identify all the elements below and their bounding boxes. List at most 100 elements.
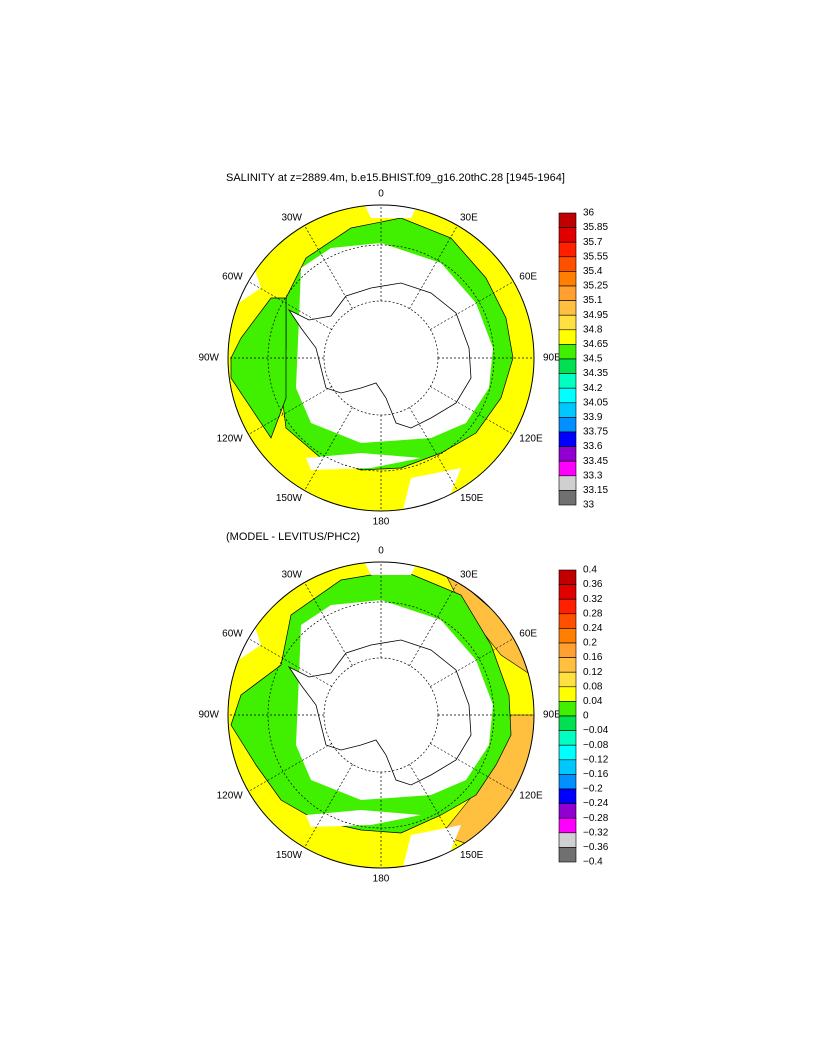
colorbar-box xyxy=(558,584,577,600)
colorbar-label: 0.04 xyxy=(583,696,603,707)
longitude-line xyxy=(430,638,514,687)
colorbar-label: −0.4 xyxy=(583,857,603,868)
map-title: (MODEL - LEVITUS/PHC2) xyxy=(226,531,360,543)
colorbar-label: 0.36 xyxy=(583,579,603,590)
colorbar-label: 34.5 xyxy=(583,354,603,365)
colorbar-box xyxy=(558,431,577,447)
continent xyxy=(287,282,472,429)
colorbar-box xyxy=(558,657,577,673)
colorbar-box xyxy=(558,598,577,615)
longitude-label: 60E xyxy=(519,272,537,283)
colorbar-label: 36 xyxy=(583,208,595,219)
colorbar-box xyxy=(558,256,577,272)
longitude-label: 60E xyxy=(519,629,537,640)
longitude-line xyxy=(430,743,514,792)
colorbar-label: −0.28 xyxy=(583,813,609,824)
colorbar-label: 34.95 xyxy=(583,310,608,321)
longitude-line xyxy=(430,281,514,330)
continent xyxy=(287,639,472,786)
colorbar-box xyxy=(558,329,577,345)
longitude-line xyxy=(248,281,332,330)
colorbar-label: 0.4 xyxy=(583,565,597,576)
colorbar-box xyxy=(558,373,577,389)
longitude-label: 150E xyxy=(460,850,484,861)
colorbar-box xyxy=(558,446,577,462)
longitude-line xyxy=(409,582,458,666)
colorbar-label: 34.2 xyxy=(583,383,603,394)
colorbar-box xyxy=(558,490,577,506)
colorbar-box xyxy=(558,285,577,301)
colorbar-box xyxy=(558,730,577,746)
colorbar-label: 35.85 xyxy=(583,222,608,233)
colorbar-box xyxy=(558,759,577,775)
colorbar-label: 35.25 xyxy=(583,281,608,292)
colorbar-box xyxy=(558,402,577,418)
colorbar-box xyxy=(558,212,577,228)
longitude-line xyxy=(430,386,514,435)
colorbar-label: 0.24 xyxy=(583,623,603,634)
longitude-label: 30E xyxy=(460,212,478,223)
colorbar-box xyxy=(558,744,577,761)
colorbar-box xyxy=(558,271,577,287)
longitude-label: 60W xyxy=(222,629,243,640)
longitude-label: 150W xyxy=(276,850,303,861)
colorbar-label: −0.12 xyxy=(583,754,609,765)
colorbar-box xyxy=(558,460,577,477)
colorbar-box xyxy=(558,774,577,790)
longitude-line xyxy=(248,638,332,687)
colorbar-label: 0 xyxy=(583,711,589,722)
colorbar-box xyxy=(558,671,577,688)
colorbar-label: 35.4 xyxy=(583,266,603,277)
colorbar-label: 35.1 xyxy=(583,295,603,306)
colorbar-label: 0.2 xyxy=(583,638,597,649)
colorbar-label: 33 xyxy=(583,500,595,511)
colorbar-label: 34.65 xyxy=(583,339,608,350)
colorbar-box xyxy=(558,613,577,629)
colorbar-label: −0.36 xyxy=(583,842,609,853)
no-data xyxy=(306,453,421,470)
colorbar-label: −0.2 xyxy=(583,784,603,795)
colorbar-label: −0.08 xyxy=(583,740,609,751)
longitude-label: 0 xyxy=(378,546,384,557)
colorbar-label: −0.32 xyxy=(583,827,609,838)
colorbar-label: 0.32 xyxy=(583,594,603,605)
colorbar-box xyxy=(558,314,577,331)
longitude-label: 120E xyxy=(519,434,543,445)
colorbar-box xyxy=(558,569,577,585)
colorbar-label: −0.16 xyxy=(583,769,609,780)
colorbar-label: 33.3 xyxy=(583,470,603,481)
longitude-line xyxy=(304,582,353,666)
colorbar-box xyxy=(558,387,577,404)
longitude-label: 150E xyxy=(460,493,484,504)
longitude-label: 90E xyxy=(543,710,561,721)
colorbar-box xyxy=(558,475,577,491)
map-border xyxy=(227,204,535,512)
longitude-line xyxy=(248,743,332,792)
colorbar-box xyxy=(558,832,577,848)
longitude-label: 120W xyxy=(217,791,244,802)
longitude-line xyxy=(304,764,353,848)
map-title: SALINITY at z=2889.4m, b.e15.BHIST.f09_g… xyxy=(226,172,565,184)
longitude-line xyxy=(304,225,353,309)
colorbar-label: 34.05 xyxy=(583,397,608,408)
longitude-label: 30E xyxy=(460,569,478,580)
colorbar-box xyxy=(558,300,577,316)
colorbar-label: 34.35 xyxy=(583,368,608,379)
colorbar-box xyxy=(558,227,577,243)
colorbar-box xyxy=(558,847,577,863)
no-data xyxy=(361,205,421,218)
colorbar-label: −0.24 xyxy=(583,798,609,809)
no-data xyxy=(361,562,421,575)
colorbar-label: 0.08 xyxy=(583,681,603,692)
colorbar-label: −0.04 xyxy=(583,725,609,736)
colorbar-box xyxy=(558,701,577,717)
colorbar-label: 34.8 xyxy=(583,324,603,335)
colorbar-box xyxy=(558,642,577,658)
longitude-line xyxy=(304,407,353,491)
longitude-line xyxy=(409,764,458,848)
longitude-label: 180 xyxy=(373,874,390,885)
colorbar-box xyxy=(558,715,577,731)
longitude-label: 180 xyxy=(373,517,390,528)
colorbar-label: 0.12 xyxy=(583,667,603,678)
